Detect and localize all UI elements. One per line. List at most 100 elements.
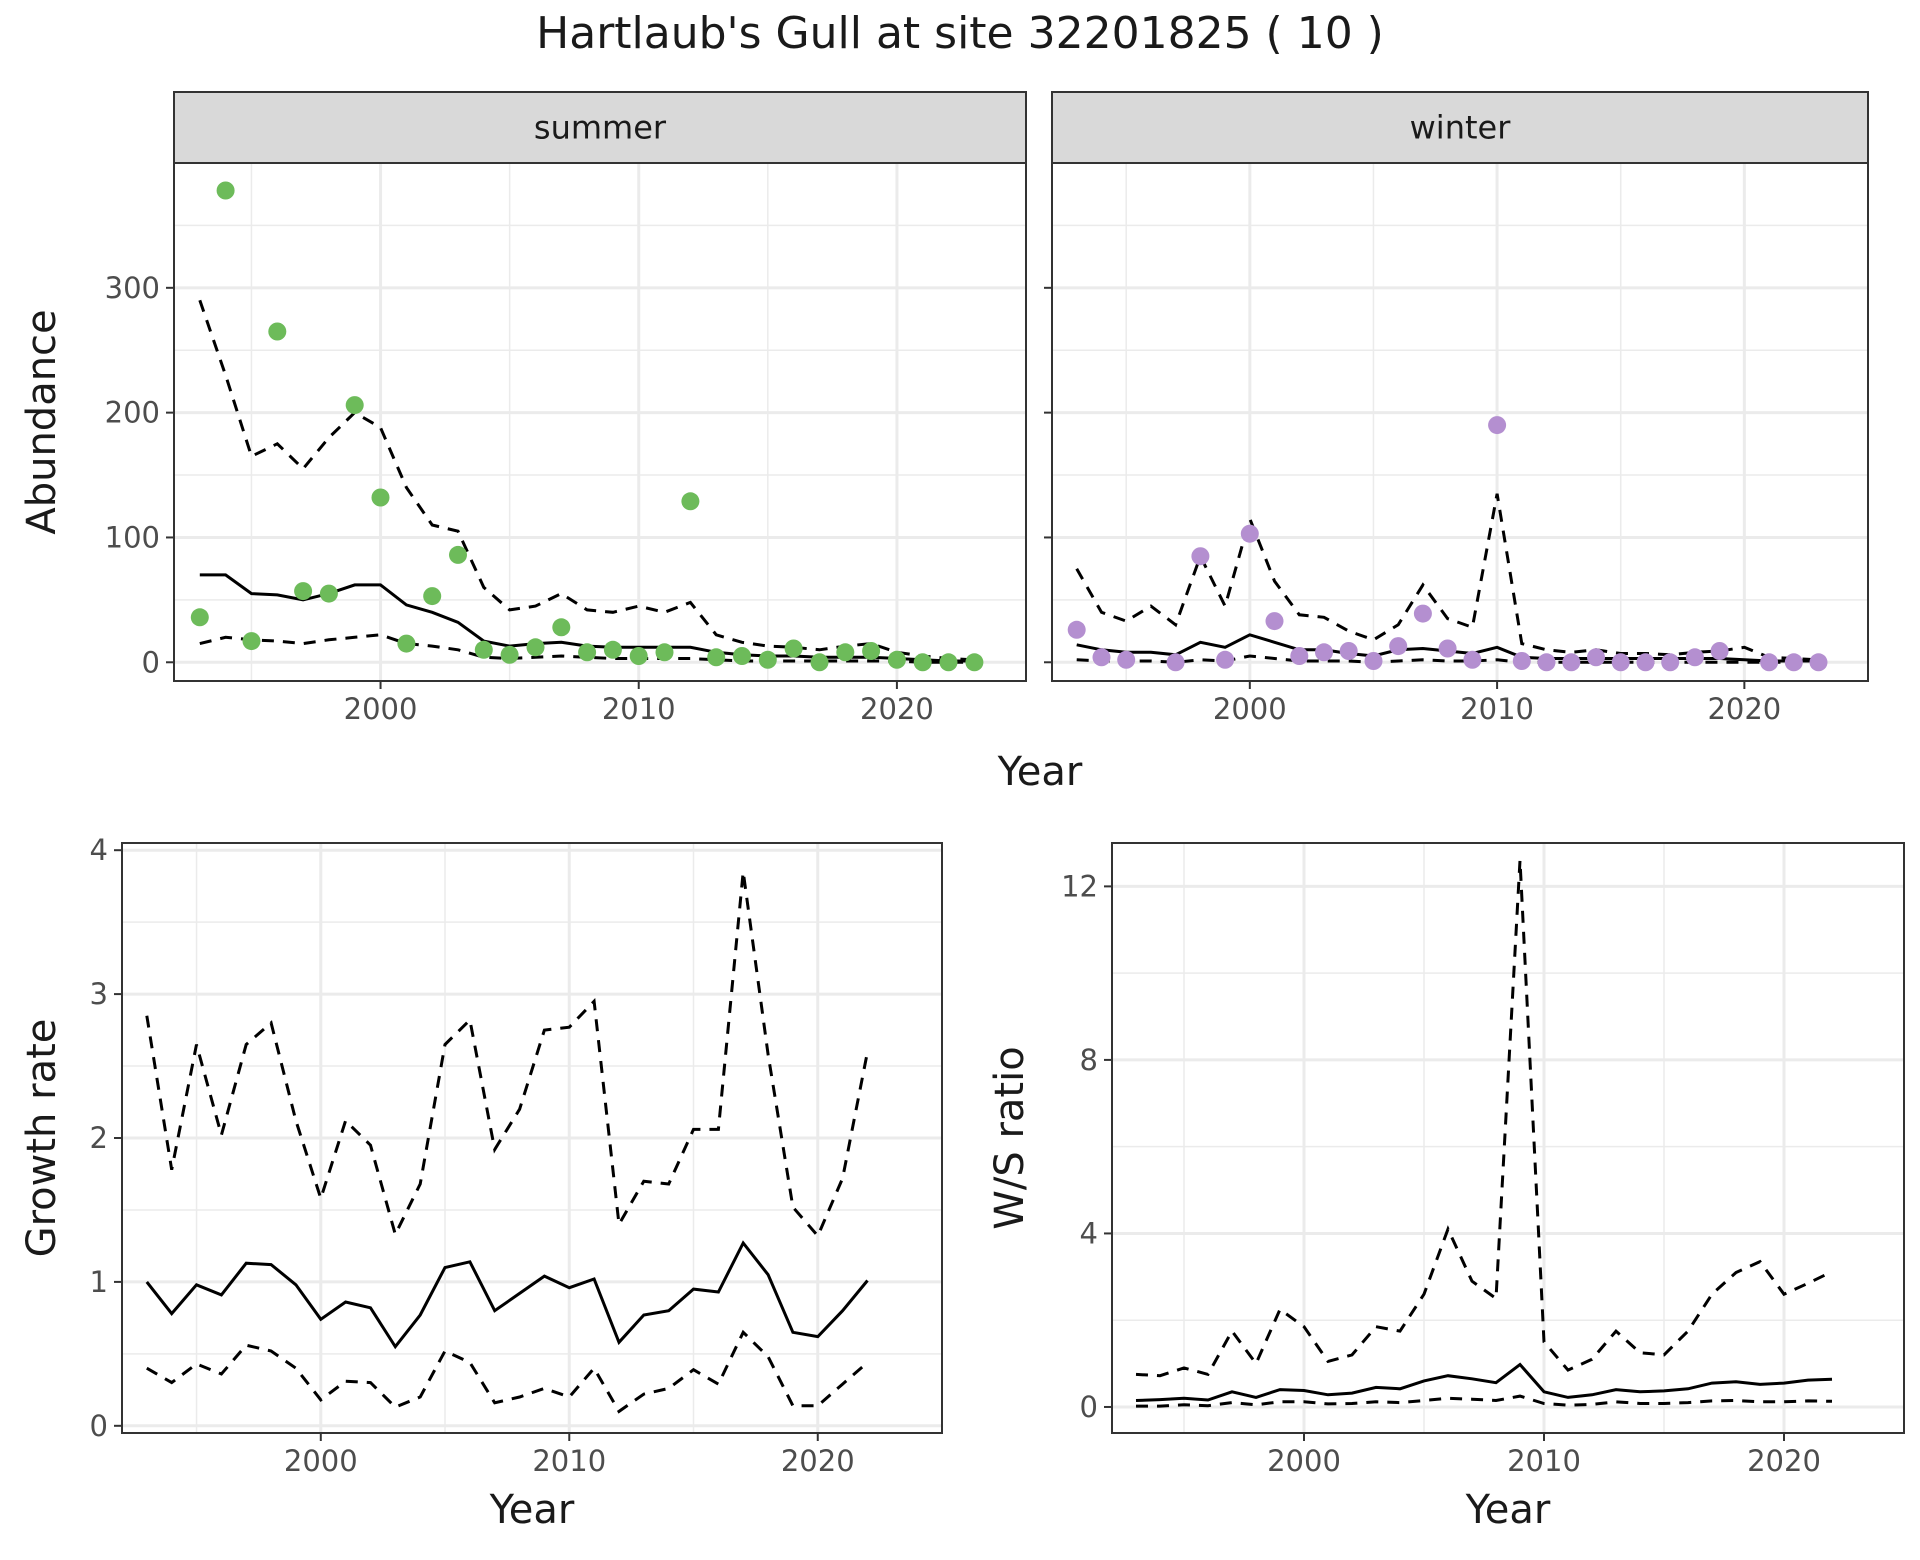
abundance-point-summer	[629, 647, 648, 665]
ws-ratio-y-axis-title: W/S ratio	[987, 1046, 1033, 1229]
abundance-point-winter	[1685, 648, 1704, 667]
abundance-point-summer	[397, 634, 416, 653]
abundance-point-summer	[190, 608, 209, 627]
abundance-y-tick-label: 300	[105, 271, 160, 305]
abundance-point-summer	[345, 396, 364, 415]
abundance-point-summer	[758, 650, 777, 669]
abundance-point-summer	[578, 643, 597, 662]
abundance-point-winter	[1413, 604, 1432, 623]
abundance-point-winter	[1611, 653, 1630, 672]
abundance-point-winter	[1240, 524, 1259, 543]
abundance-point-winter	[1265, 612, 1284, 631]
abundance-point-summer	[913, 653, 932, 672]
abundance-point-summer	[526, 638, 545, 657]
abundance-point-winter	[1092, 648, 1111, 667]
ws-ratio-panel-border	[1111, 842, 1905, 1434]
growth-y-axis-title: Growth rate	[19, 1019, 65, 1258]
growth-x-axis-title: Year	[489, 1487, 575, 1533]
abundance-point-winter	[1587, 648, 1605, 667]
abundance-y-tick-label: 200	[105, 396, 160, 430]
ws-ratio-lower-line	[1136, 1394, 1833, 1408]
growth-y-tick-label: 0	[90, 1409, 108, 1443]
abundance-point-summer	[552, 618, 571, 637]
abundance-lower-line-summer	[199, 633, 975, 664]
abundance-y-axis-title: Abundance	[19, 309, 65, 534]
abundance-point-summer	[294, 582, 313, 601]
abundance-point-summer	[965, 653, 984, 672]
ws-ratio-x-tick-label: 2000	[1267, 1444, 1341, 1478]
growth-panel-border	[121, 842, 943, 1434]
facet-strip-summer	[173, 91, 1027, 164]
abundance-point-winter	[1809, 653, 1828, 672]
abundance-panel-winter: 2000 2010 2020 winter	[1044, 91, 1869, 726]
growth-x-tick-label: 2020	[781, 1444, 855, 1478]
abundance-point-winter	[1438, 639, 1457, 658]
abundance-x-axis-title: Year	[997, 749, 1083, 795]
abundance-point-summer	[423, 587, 442, 606]
abundance-point-summer	[810, 653, 829, 672]
abundance-upper-line-winter	[1075, 493, 1819, 662]
abundance-x-tick-label: 2020	[1707, 692, 1781, 726]
abundance-point-summer	[887, 650, 906, 669]
abundance-point-summer	[242, 632, 261, 651]
growth-panel: 2000 2010 2020 0 1 2 3 4	[90, 833, 943, 1478]
ws-ratio-panel-background	[1112, 843, 1904, 1433]
abundance-point-winter	[1290, 647, 1309, 665]
abundance-point-summer	[784, 639, 803, 658]
abundance-point-summer	[500, 645, 519, 664]
abundance-point-winter	[1339, 642, 1358, 660]
ws-ratio-mean-line	[1135, 1362, 1833, 1402]
ws-ratio-y-tick-label: 12	[1061, 869, 1098, 903]
abundance-point-winter	[1636, 653, 1655, 672]
abundance-point-winter	[1463, 650, 1482, 669]
ws-ratio-upper-line	[1135, 860, 1833, 1378]
ws-ratio-y-tick-label: 8	[1080, 1043, 1098, 1077]
growth-y-tick-label: 4	[90, 833, 108, 867]
ws-ratio-y-tick-label: 0	[1080, 1390, 1098, 1424]
abundance-point-summer	[939, 653, 958, 672]
figure-title: Hartlaub's Gull at site 32201825 ( 10 )	[536, 8, 1384, 59]
abundance-point-summer	[319, 584, 338, 603]
abundance-point-winter	[1364, 652, 1383, 670]
abundance-point-winter	[1216, 650, 1235, 669]
abundance-point-summer	[371, 488, 390, 507]
abundance-x-tick-label: 2010	[602, 692, 676, 726]
growth-x-tick-label: 2010	[532, 1444, 606, 1478]
abundance-x-tick-label: 2000	[344, 692, 418, 726]
abundance-y-tick-label: 100	[105, 520, 160, 554]
abundance-point-winter	[1191, 547, 1210, 566]
abundance-point-winter	[1488, 416, 1507, 435]
abundance-point-winter	[1315, 643, 1333, 662]
abundance-point-winter	[1760, 653, 1779, 672]
abundance-point-summer	[862, 642, 881, 660]
growth-upper-line	[145, 871, 869, 1239]
ws-ratio-x-tick-label: 2020	[1747, 1444, 1821, 1478]
abundance-point-summer	[707, 648, 726, 667]
abundance-point-summer	[268, 322, 287, 341]
abundance-point-winter	[1710, 642, 1729, 660]
abundance-point-summer	[603, 640, 622, 659]
abundance-x-tick-label: 2000	[1213, 692, 1287, 726]
abundance-x-tick-label: 2020	[860, 692, 934, 726]
growth-mean-line	[145, 1240, 869, 1350]
abundance-point-winter	[1512, 652, 1531, 670]
growth-y-tick-label: 2	[90, 1121, 108, 1155]
abundance-point-winter	[1067, 620, 1086, 639]
abundance-point-winter	[1537, 653, 1556, 672]
ws-ratio-x-tick-label: 2010	[1507, 1444, 1581, 1478]
abundance-point-winter	[1784, 653, 1803, 672]
growth-y-tick-label: 1	[90, 1265, 108, 1299]
facet-strip-label-winter: winter	[1410, 109, 1512, 147]
abundance-point-winter	[1661, 653, 1680, 672]
abundance-point-summer	[836, 643, 855, 662]
abundance-point-summer	[681, 492, 700, 511]
ws-ratio-x-axis-title: Year	[1465, 1487, 1551, 1533]
ws-ratio-panel: 2000 2010 2020 0 4 8 12	[1061, 842, 1905, 1478]
abundance-point-summer	[733, 647, 751, 665]
abundance-panel-background	[174, 163, 1026, 681]
abundance-point-winter	[1389, 637, 1408, 656]
growth-y-tick-label: 3	[90, 977, 108, 1011]
growth-x-tick-label: 2000	[284, 1444, 358, 1478]
